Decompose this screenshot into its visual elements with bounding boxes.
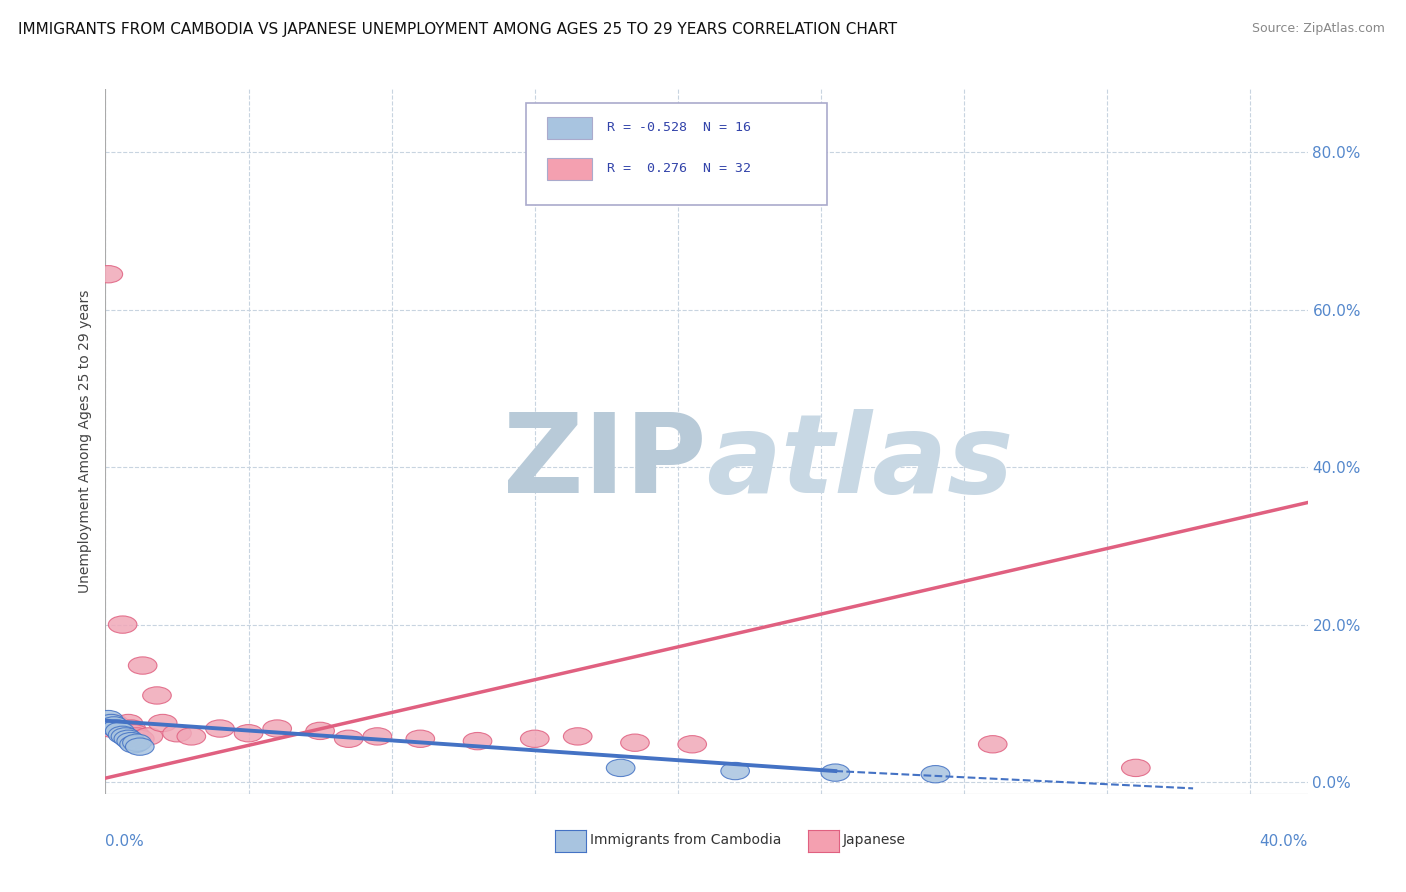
Text: Immigrants from Cambodia: Immigrants from Cambodia (591, 833, 782, 847)
Text: 0.0%: 0.0% (105, 834, 145, 849)
Text: Japanese: Japanese (844, 833, 905, 847)
Text: R = -0.528  N = 16: R = -0.528 N = 16 (607, 121, 751, 135)
FancyBboxPatch shape (526, 103, 827, 205)
FancyBboxPatch shape (547, 117, 592, 139)
FancyBboxPatch shape (547, 158, 592, 180)
Text: ZIP: ZIP (503, 409, 707, 516)
Text: 40.0%: 40.0% (1260, 834, 1308, 849)
Text: atlas: atlas (707, 409, 1014, 516)
Text: R =  0.276  N = 32: R = 0.276 N = 32 (607, 162, 751, 176)
Text: IMMIGRANTS FROM CAMBODIA VS JAPANESE UNEMPLOYMENT AMONG AGES 25 TO 29 YEARS CORR: IMMIGRANTS FROM CAMBODIA VS JAPANESE UNE… (18, 22, 897, 37)
Text: Source: ZipAtlas.com: Source: ZipAtlas.com (1251, 22, 1385, 36)
Y-axis label: Unemployment Among Ages 25 to 29 years: Unemployment Among Ages 25 to 29 years (77, 290, 91, 593)
